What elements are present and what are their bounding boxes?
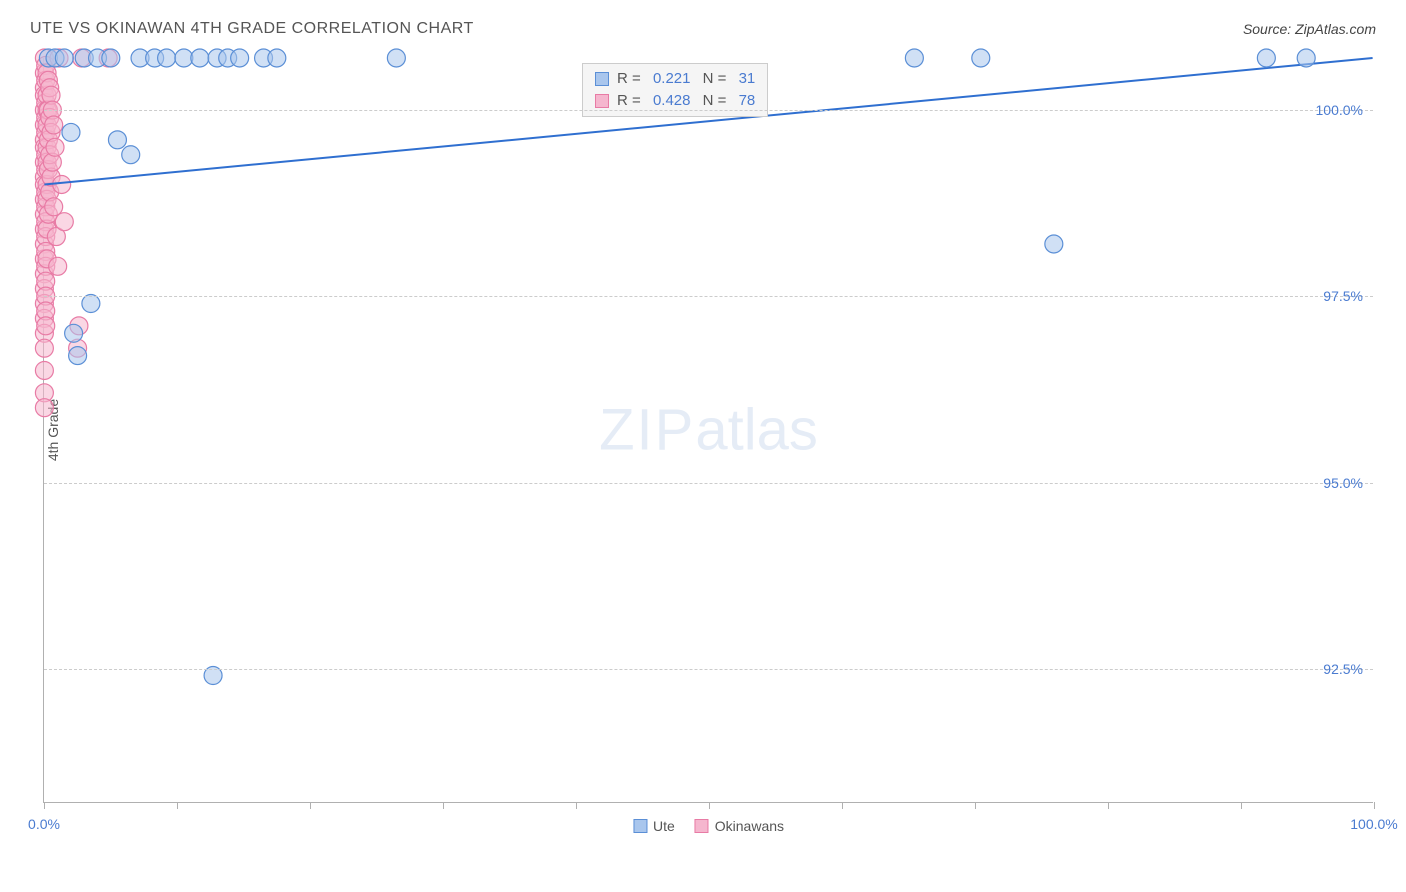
data-point-okinawans xyxy=(35,399,53,417)
data-point-okinawans xyxy=(35,339,53,357)
data-point-ute xyxy=(1297,49,1315,67)
x-tick xyxy=(842,802,843,809)
x-tick xyxy=(1108,802,1109,809)
legend-swatch-ute xyxy=(633,819,647,833)
legend: Ute Okinawans xyxy=(633,818,784,834)
stats-r-okinawan: 0.428 xyxy=(653,90,691,112)
stats-n-ute: 31 xyxy=(739,68,756,90)
data-point-ute xyxy=(175,49,193,67)
data-point-ute xyxy=(158,49,176,67)
legend-item-okinawan: Okinawans xyxy=(695,818,784,834)
y-tick-label: 100.0% xyxy=(1316,102,1363,118)
data-point-ute xyxy=(62,123,80,141)
data-point-ute xyxy=(387,49,405,67)
stats-swatch-ute xyxy=(595,72,609,86)
x-tick xyxy=(576,802,577,809)
x-tick xyxy=(310,802,311,809)
stats-n-okinawan: 78 xyxy=(739,90,756,112)
grid-line xyxy=(44,669,1373,670)
x-tick xyxy=(1241,802,1242,809)
data-point-ute xyxy=(972,49,990,67)
stats-r-ute: 0.221 xyxy=(653,68,691,90)
x-tick xyxy=(975,802,976,809)
grid-line xyxy=(44,110,1373,111)
chart-source: Source: ZipAtlas.com xyxy=(1243,21,1376,37)
data-point-okinawans xyxy=(49,257,67,275)
stats-row-okinawan: R = 0.428 N = 78 xyxy=(595,90,755,112)
x-tick xyxy=(709,802,710,809)
data-point-ute xyxy=(108,131,126,149)
data-point-okinawans xyxy=(45,116,63,134)
y-tick-label: 92.5% xyxy=(1323,661,1363,677)
data-point-ute xyxy=(268,49,286,67)
x-tick-label: 0.0% xyxy=(28,816,60,832)
data-point-ute xyxy=(231,49,249,67)
data-point-ute xyxy=(1257,49,1275,67)
grid-line xyxy=(44,296,1373,297)
x-tick xyxy=(44,802,45,809)
y-tick-label: 97.5% xyxy=(1323,288,1363,304)
legend-label-okinawan: Okinawans xyxy=(715,818,784,834)
data-point-okinawans xyxy=(55,213,73,231)
data-point-ute xyxy=(1045,235,1063,253)
data-point-ute xyxy=(65,324,83,342)
stats-box: R = 0.221 N = 31 R = 0.428 N = 78 xyxy=(582,63,768,117)
data-point-okinawans xyxy=(53,175,71,193)
plot-svg xyxy=(44,58,1373,802)
data-point-ute xyxy=(191,49,209,67)
data-point-ute xyxy=(905,49,923,67)
stats-swatch-okinawan xyxy=(595,94,609,108)
legend-item-ute: Ute xyxy=(633,818,675,834)
x-tick-label: 100.0% xyxy=(1350,816,1397,832)
chart-title: UTE VS OKINAWAN 4TH GRADE CORRELATION CH… xyxy=(30,20,474,38)
data-point-ute xyxy=(55,49,73,67)
data-point-ute xyxy=(69,347,87,365)
x-tick xyxy=(1374,802,1375,809)
data-point-okinawans xyxy=(45,198,63,216)
data-point-okinawans xyxy=(35,361,53,379)
scatter-chart: 4th Grade ZIPatlas R = 0.221 N = 31 R = … xyxy=(43,58,1373,803)
x-tick xyxy=(443,802,444,809)
grid-line xyxy=(44,483,1373,484)
data-point-ute xyxy=(122,146,140,164)
chart-header: UTE VS OKINAWAN 4TH GRADE CORRELATION CH… xyxy=(0,0,1406,48)
x-tick xyxy=(177,802,178,809)
data-point-okinawans xyxy=(46,138,64,156)
y-tick-label: 95.0% xyxy=(1323,475,1363,491)
stats-row-ute: R = 0.221 N = 31 xyxy=(595,68,755,90)
data-point-okinawans xyxy=(37,317,55,335)
data-point-ute xyxy=(102,49,120,67)
legend-label-ute: Ute xyxy=(653,818,675,834)
legend-swatch-okinawan xyxy=(695,819,709,833)
